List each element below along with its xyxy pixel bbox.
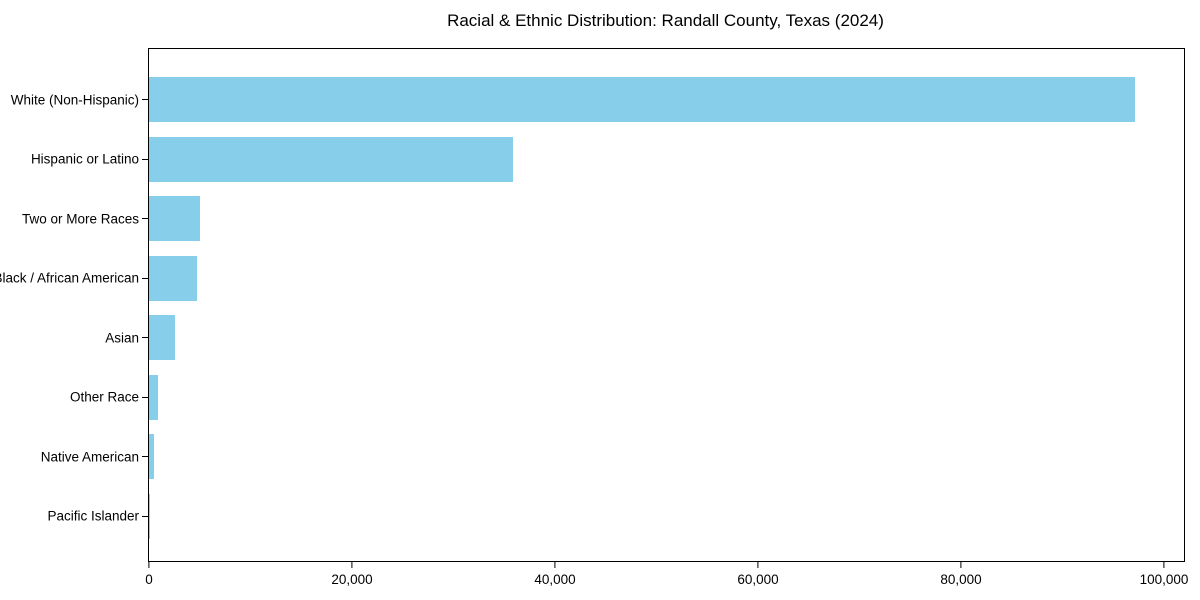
y-tick-mark	[142, 337, 148, 339]
x-tick-label: 0	[145, 572, 153, 587]
bar-rows-container: White (Non-Hispanic) Hispanic or Latino Tw…	[0, 49, 1184, 561]
bar	[149, 493, 150, 539]
category-label: White (Non-Hispanic)	[10, 92, 139, 108]
category-label: Hispanic or Latino	[30, 151, 139, 167]
bar	[149, 255, 197, 301]
x-tick-label: 100,000	[1139, 572, 1189, 587]
x-tick-mark	[351, 561, 353, 568]
category-label: Black / African American	[0, 270, 139, 286]
bar-row: White (Non-Hispanic)	[11, 70, 1184, 130]
bar	[149, 77, 1135, 123]
bar	[149, 434, 154, 480]
bar-row: Pacific Islander	[47, 487, 1184, 547]
bar	[149, 315, 176, 361]
bar-row: Black / African American	[0, 249, 1184, 309]
y-tick-mark	[142, 396, 148, 398]
category-label: Other Race	[69, 389, 139, 405]
bar-row: Native American	[41, 427, 1184, 487]
x-tick-mark	[148, 561, 150, 568]
x-tick-label: 80,000	[940, 572, 982, 587]
y-tick-mark	[142, 277, 148, 279]
bar-row: Two or More Races	[22, 189, 1184, 249]
category-label: Two or More Races	[21, 211, 139, 227]
bar	[149, 136, 514, 182]
y-tick-mark	[142, 218, 148, 220]
y-tick-mark	[142, 456, 148, 458]
bar	[149, 374, 158, 420]
bar-row: Hispanic or Latino	[31, 130, 1184, 190]
category-label: Asian	[105, 330, 139, 346]
x-tick-label: 40,000	[534, 572, 576, 587]
y-tick-mark	[142, 99, 148, 101]
x-tick-mark	[1163, 561, 1165, 568]
category-label: Pacific Islander	[47, 508, 139, 524]
category-label: Native American	[40, 449, 139, 465]
bar-row: Asian	[105, 308, 1184, 368]
y-tick-mark	[142, 515, 148, 517]
plot-area: White (Non-Hispanic) Hispanic or Latino Tw…	[0, 48, 1188, 587]
x-tick-mark	[554, 561, 556, 568]
bar	[149, 196, 200, 242]
x-tick-label: 20,000	[331, 572, 373, 587]
x-tick-label: 60,000	[737, 572, 779, 587]
chart-title: Racial & Ethnic Distribution: Randall Co…	[447, 11, 884, 30]
y-tick-mark	[142, 158, 148, 160]
x-tick-mark	[757, 561, 759, 568]
bar-row: Other Race	[70, 368, 1184, 428]
x-tick-mark	[960, 561, 962, 568]
